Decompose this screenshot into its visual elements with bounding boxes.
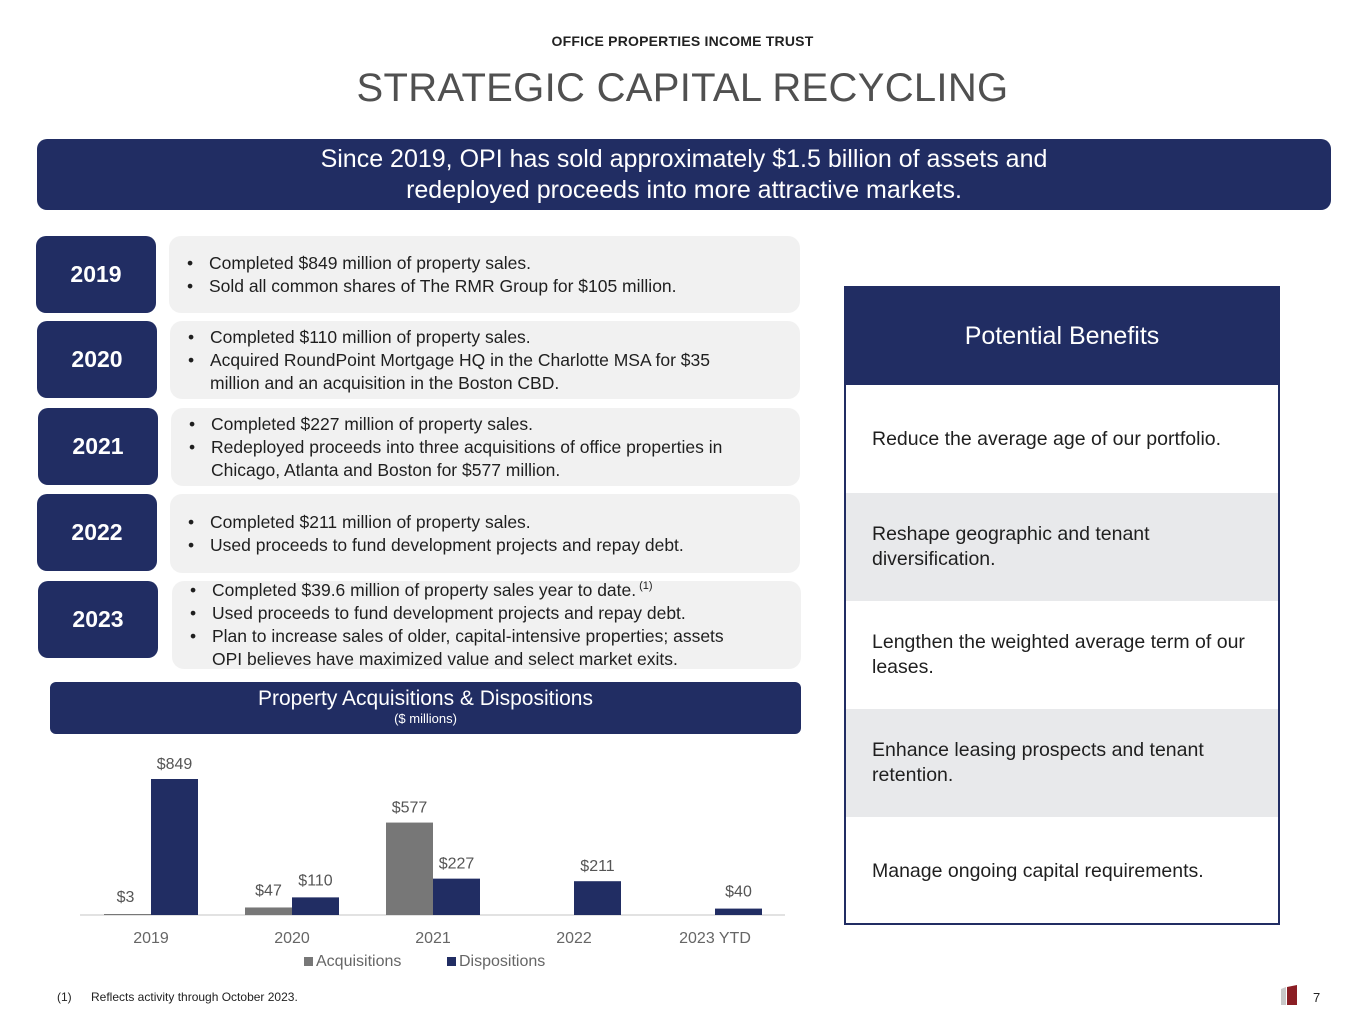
- benefit-item: Reduce the average age of our portfolio.: [872, 427, 1222, 450]
- benefit-item: Enhance leasing prospects and tenant ret…: [846, 709, 1278, 817]
- bar-acquisitions-2021: [386, 822, 433, 915]
- year-details-2020: Completed $110 million of property sales…: [170, 321, 800, 399]
- data-label: $40: [725, 884, 752, 901]
- legend-label-dispositions: Dispositions: [459, 953, 545, 970]
- banner-line-1: Since 2019, OPI has sold approximately $…: [320, 145, 1048, 173]
- benefit-item: Lengthen the weighted average term of ou…: [872, 631, 1245, 678]
- bullet: Plan to increase sales of older, capital…: [190, 625, 793, 648]
- bullet: Completed $227 million of property sales…: [189, 413, 792, 436]
- year-details-2021: Completed $227 million of property sales…: [171, 408, 800, 486]
- footnote-marker: (1): [639, 580, 653, 593]
- chart-subtitle: ($ millions): [394, 711, 457, 726]
- bullet: Completed $211 million of property sales…: [188, 511, 792, 534]
- bar-dispositions-2022: [574, 881, 621, 915]
- bar-acquisitions-2019: [104, 914, 151, 915]
- year-details-2022: Completed $211 million of property sales…: [170, 494, 800, 573]
- x-tick-label: 2019: [133, 930, 169, 947]
- benefits-panel: Potential Benefits Reduce the average ag…: [844, 286, 1280, 925]
- x-tick-label: 2021: [415, 930, 451, 947]
- chart-header: Property Acquisitions & Dispositions ($ …: [50, 682, 801, 734]
- x-tick-label: 2022: [556, 930, 592, 947]
- chart-title: Property Acquisitions & Dispositions: [258, 687, 593, 710]
- page-title: STRATEGIC CAPITAL RECYCLING: [356, 66, 1009, 110]
- bullet-continuation: million and an acquisition in the Boston…: [210, 372, 560, 393]
- year-badge-2021: 2021: [38, 408, 158, 485]
- year-badge-2020: 2020: [37, 321, 157, 398]
- data-label: $211: [580, 858, 615, 875]
- data-label: $3: [117, 889, 135, 906]
- benefits-title: Potential Benefits: [846, 288, 1278, 385]
- bullet: Redeployed proceeds into three acquisiti…: [189, 436, 792, 459]
- footnote-text: Reflects activity through October 2023.: [91, 990, 298, 1004]
- banner-line-2: redeployed proceeds into more attractive…: [406, 176, 962, 204]
- bullet: Acquired RoundPoint Mortgage HQ in the C…: [188, 349, 792, 372]
- data-label: $110: [298, 872, 333, 889]
- benefit-item: Manage ongoing capital requirements.: [872, 859, 1204, 882]
- bullet-continuation: Chicago, Atlanta and Boston for $577 mil…: [211, 459, 561, 480]
- year-details-2019: Completed $849 million of property sales…: [169, 236, 800, 313]
- bullet: Used proceeds to fund development projec…: [188, 534, 792, 557]
- bullet: Completed $110 million of property sales…: [188, 326, 792, 349]
- year-badge-2023: 2023: [38, 581, 158, 658]
- legend-label-acquisitions: Acquisitions: [316, 953, 401, 970]
- data-label: $577: [392, 800, 428, 817]
- page-number: 7: [1313, 990, 1321, 1005]
- company-logo-icon: [1281, 985, 1297, 1005]
- bullet: Sold all common shares of The RMR Group …: [187, 275, 792, 298]
- bullet-text: Completed $39.6 million of property sale…: [212, 580, 637, 600]
- summary-banner: Since 2019, OPI has sold approximately $…: [37, 139, 1331, 210]
- data-label: $47: [255, 882, 282, 899]
- bar-dispositions-2023-ytd: [715, 908, 762, 915]
- x-tick-label: 2020: [274, 930, 310, 947]
- bar-acquisitions-2020: [245, 907, 292, 915]
- bullet: Completed $39.6 million of property sale…: [190, 579, 793, 602]
- legend-swatch-dispositions: [447, 957, 456, 966]
- legend-swatch-acquisitions: [304, 957, 313, 966]
- data-label: $849: [157, 756, 193, 773]
- year-badge-2019: 2019: [36, 236, 156, 313]
- bar-dispositions-2019: [151, 779, 198, 915]
- bullet: Used proceeds to fund development projec…: [190, 602, 793, 625]
- bullet-continuation: OPI believes have maximized value and se…: [212, 649, 678, 669]
- acquisitions-dispositions-chart: $3 $849 2019 $47 $110 2020 $577 $227 2021 $211 202…: [80, 756, 785, 970]
- bar-dispositions-2021: [433, 878, 480, 915]
- footnote: (1) Reflects activity through October 202…: [57, 990, 298, 1004]
- footnote-number: (1): [57, 990, 72, 1004]
- bar-dispositions-2020: [292, 897, 339, 915]
- benefit-item: Reshape geographic and tenant diversific…: [846, 493, 1278, 601]
- data-label: $227: [439, 856, 475, 873]
- bullet: Completed $849 million of property sales…: [187, 252, 792, 275]
- company-name: OFFICE PROPERTIES INCOME TRUST: [551, 33, 814, 49]
- x-tick-label: 2023 YTD: [679, 930, 751, 947]
- year-badge-2022: 2022: [37, 494, 157, 571]
- year-details-2023: Completed $39.6 million of property sale…: [172, 579, 801, 669]
